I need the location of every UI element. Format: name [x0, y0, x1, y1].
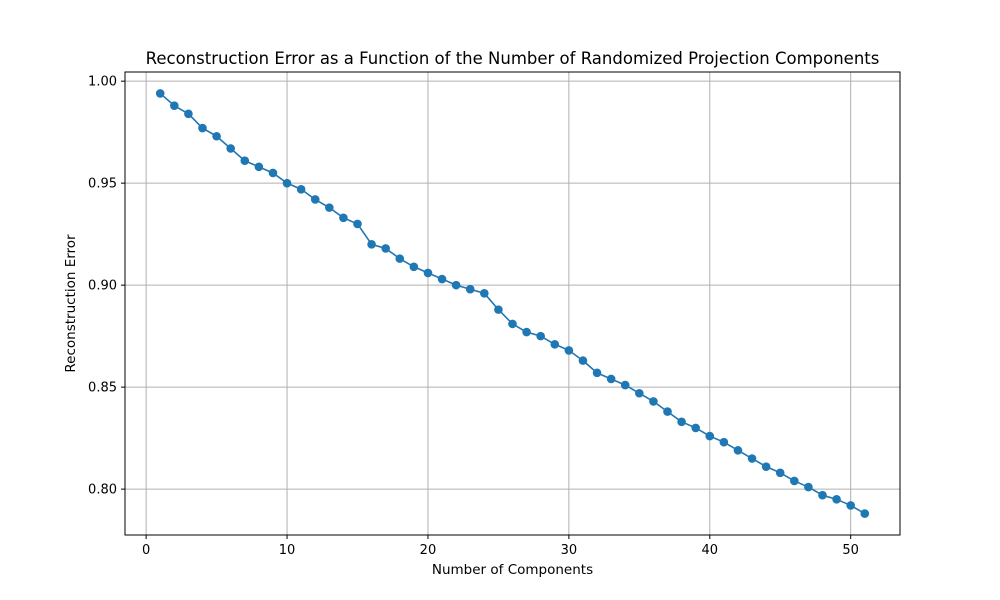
data-point [226, 144, 235, 153]
data-point [409, 262, 419, 272]
data-point [663, 407, 672, 416]
data-point [310, 195, 320, 204]
data-point [592, 368, 602, 378]
data-point [846, 501, 855, 510]
data-point [733, 446, 743, 455]
data-point [325, 203, 334, 212]
data-point [860, 509, 870, 518]
data-point [804, 482, 813, 492]
data-point [212, 131, 221, 141]
data-point [677, 417, 686, 427]
data-point [339, 213, 348, 223]
data-point [465, 284, 475, 294]
data-point [832, 495, 841, 504]
x-axis-label: Number of Components [432, 562, 593, 578]
data-point [367, 240, 376, 249]
data-point [353, 219, 362, 229]
data-point [494, 305, 503, 314]
data-point [620, 380, 630, 390]
x-tick-label: 30 [561, 543, 578, 558]
y-tick-label: 0.80 [88, 483, 117, 498]
data-point [550, 339, 560, 349]
data-point [155, 89, 165, 98]
data-point [451, 280, 461, 290]
plot-frame [124, 71, 901, 536]
x-tick-label: 0 [142, 543, 150, 558]
data-point [480, 289, 489, 298]
data-point [761, 462, 771, 471]
data-point [198, 123, 207, 133]
x-tick-label: 20 [420, 543, 437, 558]
x-tick-label: 10 [279, 543, 296, 558]
data-point [184, 109, 193, 119]
y-tick-label: 1.00 [88, 75, 117, 90]
data-point [296, 184, 306, 194]
data-point [606, 374, 616, 384]
data-point [536, 331, 545, 341]
data-point [522, 327, 531, 337]
data-point [705, 431, 715, 441]
y-tick-label: 0.90 [88, 279, 117, 294]
x-tick-label: 40 [701, 543, 718, 558]
series-layer [155, 89, 870, 518]
data-point [381, 244, 390, 253]
data-point [423, 268, 433, 278]
data-point [649, 397, 658, 406]
y-tick-label: 0.95 [88, 177, 117, 192]
data-point [282, 178, 292, 188]
series-line [159, 92, 866, 515]
y-tick-label: 0.85 [88, 381, 117, 396]
ticks: 0 10 20 30 40 50 0.80 0.85 0.90 0.95 1.00 [88, 75, 859, 558]
chart-title: Reconstruction Error as a Function of th… [146, 49, 880, 68]
data-point [254, 162, 264, 172]
grid [125, 72, 900, 535]
data-point [719, 437, 729, 447]
data-point [240, 156, 250, 166]
data-point [635, 388, 644, 398]
data-point [437, 274, 447, 284]
data-point [818, 490, 827, 500]
y-axis-label: Reconstruction Error [63, 234, 79, 373]
data-point [578, 356, 588, 365]
data-point [747, 454, 757, 463]
x-tick-label: 50 [842, 543, 859, 558]
data-point [564, 346, 574, 355]
data-point [775, 468, 785, 478]
data-point [170, 101, 179, 110]
data-point [691, 423, 700, 433]
data-point [790, 476, 799, 486]
data-point [395, 254, 405, 263]
data-point [268, 168, 278, 178]
data-point [508, 319, 517, 329]
